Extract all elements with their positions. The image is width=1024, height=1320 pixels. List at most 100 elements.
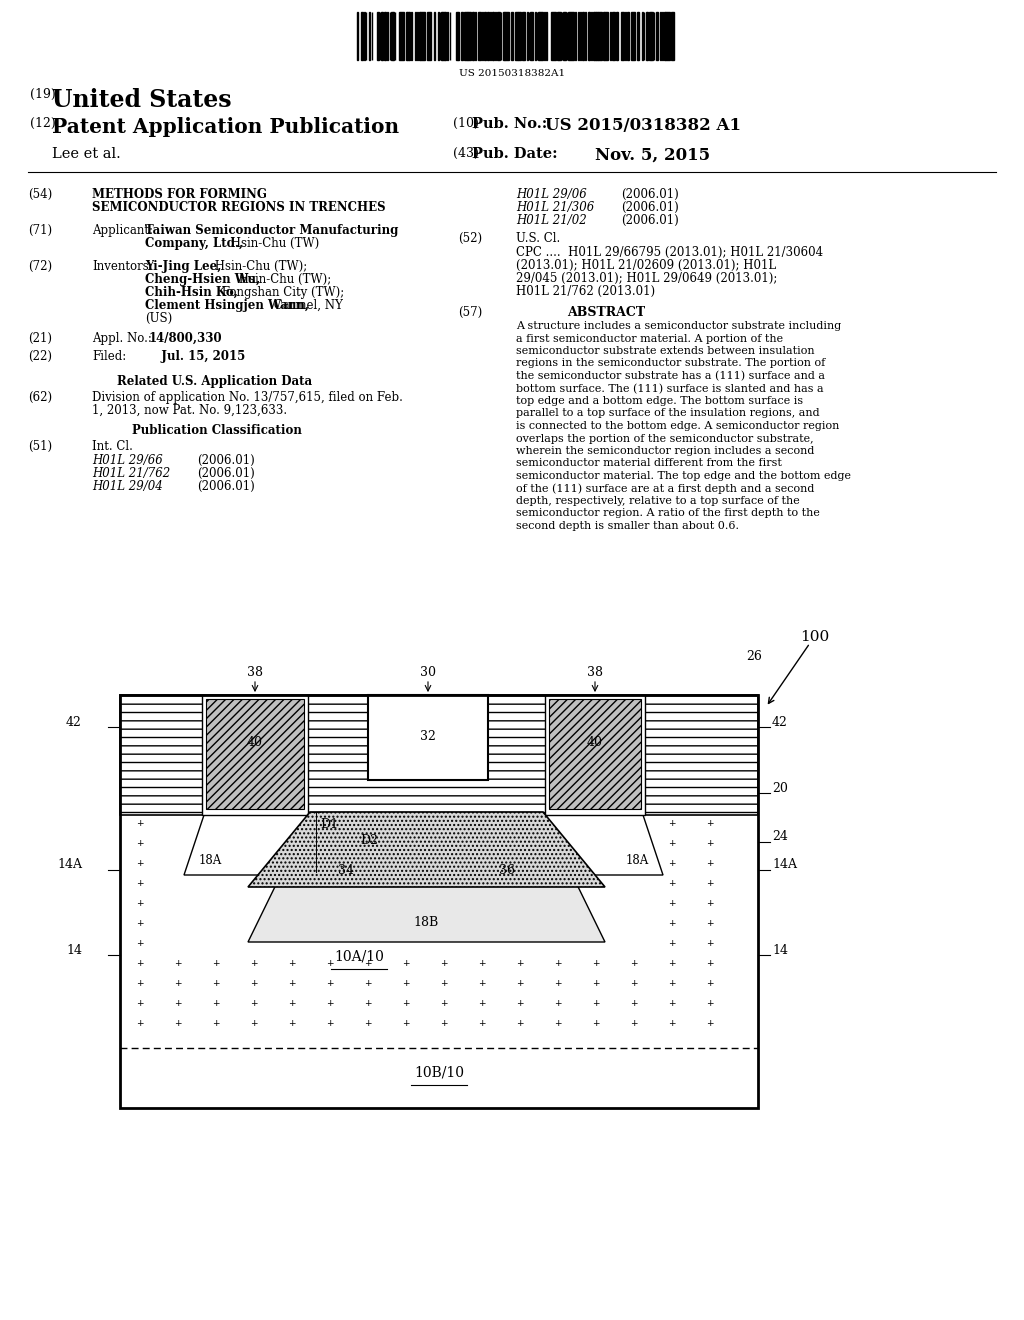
Text: (2006.01): (2006.01) xyxy=(621,187,679,201)
Text: +: + xyxy=(402,978,410,987)
Bar xyxy=(596,12,598,59)
Text: H01L 21/762: H01L 21/762 xyxy=(92,467,170,480)
Text: +: + xyxy=(630,958,638,968)
Text: +: + xyxy=(630,978,638,987)
Bar xyxy=(594,12,596,59)
Bar xyxy=(420,12,425,59)
Text: (2006.01): (2006.01) xyxy=(197,454,255,467)
Text: U.S. Cl.: U.S. Cl. xyxy=(516,232,560,246)
Text: A structure includes a semiconductor substrate including: A structure includes a semiconductor sub… xyxy=(516,321,842,331)
Bar xyxy=(659,12,662,59)
Text: H01L 29/04: H01L 29/04 xyxy=(92,480,163,492)
Text: 30: 30 xyxy=(420,667,436,680)
Text: a first semiconductor material. A portion of the: a first semiconductor material. A portio… xyxy=(516,334,783,343)
Bar xyxy=(651,12,653,59)
Text: depth, respectively, relative to a top surface of the: depth, respectively, relative to a top s… xyxy=(516,496,800,506)
Text: H01L 21/762 (2013.01): H01L 21/762 (2013.01) xyxy=(516,285,655,298)
Text: 18A: 18A xyxy=(199,854,221,866)
Text: +: + xyxy=(365,958,372,968)
Text: +: + xyxy=(402,1019,410,1027)
Text: +: + xyxy=(402,958,410,968)
Bar xyxy=(518,12,521,59)
Text: ABSTRACT: ABSTRACT xyxy=(567,306,645,319)
Text: +: + xyxy=(212,958,220,968)
Text: +: + xyxy=(554,958,562,968)
Text: +: + xyxy=(707,919,714,928)
Bar xyxy=(468,12,471,59)
Bar xyxy=(407,12,409,59)
Text: (10): (10) xyxy=(453,117,483,129)
Polygon shape xyxy=(248,814,605,942)
Text: +: + xyxy=(516,1019,523,1027)
Text: regions in the semiconductor substrate. The portion of: regions in the semiconductor substrate. … xyxy=(516,359,825,368)
Text: +: + xyxy=(669,899,676,908)
Text: 26: 26 xyxy=(746,651,762,664)
Text: (12): (12) xyxy=(30,117,59,129)
Text: +: + xyxy=(592,978,600,987)
Text: (2006.01): (2006.01) xyxy=(197,467,255,480)
Text: 14A: 14A xyxy=(772,858,797,871)
Text: (22): (22) xyxy=(28,350,52,363)
Text: 18B: 18B xyxy=(414,916,439,928)
Text: +: + xyxy=(288,998,296,1007)
Bar xyxy=(399,12,403,59)
Bar xyxy=(522,12,524,59)
Text: wherein the semiconductor region includes a second: wherein the semiconductor region include… xyxy=(516,446,814,455)
Text: +: + xyxy=(592,958,600,968)
Text: semiconductor material different from the first: semiconductor material different from th… xyxy=(516,458,782,469)
Text: 14: 14 xyxy=(66,944,82,957)
Bar xyxy=(544,12,545,59)
Text: top edge and a bottom edge. The bottom surface is: top edge and a bottom edge. The bottom s… xyxy=(516,396,803,407)
Text: Publication Classification: Publication Classification xyxy=(132,424,302,437)
Text: Taiwan Semiconductor Manufacturing: Taiwan Semiconductor Manufacturing xyxy=(145,224,398,238)
Text: +: + xyxy=(327,998,334,1007)
Text: +: + xyxy=(288,1019,296,1027)
Bar xyxy=(563,12,566,59)
Text: +: + xyxy=(327,978,334,987)
Text: +: + xyxy=(136,958,143,968)
Bar xyxy=(530,12,532,59)
Text: Applicant:: Applicant: xyxy=(92,224,153,238)
Text: (57): (57) xyxy=(458,306,482,319)
Text: (71): (71) xyxy=(28,224,52,238)
Bar xyxy=(612,12,614,59)
Text: 36: 36 xyxy=(499,863,515,876)
Text: Hsin-Chu (TW);: Hsin-Chu (TW); xyxy=(234,273,331,286)
Text: 42: 42 xyxy=(772,715,787,729)
Text: (72): (72) xyxy=(28,260,52,273)
Text: +: + xyxy=(365,1019,372,1027)
Text: 14: 14 xyxy=(772,944,788,957)
Bar xyxy=(593,12,594,59)
Text: +: + xyxy=(136,998,143,1007)
Bar xyxy=(202,696,308,814)
Bar xyxy=(647,12,648,59)
Text: Filed:: Filed: xyxy=(92,350,126,363)
Text: Chih-Hsin Ko,: Chih-Hsin Ko, xyxy=(145,286,238,300)
Text: D2: D2 xyxy=(360,833,378,846)
Text: 29/045 (2013.01); H01L 29/0649 (2013.01);: 29/045 (2013.01); H01L 29/0649 (2013.01)… xyxy=(516,272,777,285)
Text: 34: 34 xyxy=(338,863,354,876)
Text: +: + xyxy=(669,858,676,867)
Text: Appl. No.:: Appl. No.: xyxy=(92,333,152,345)
Text: +: + xyxy=(669,978,676,987)
Bar xyxy=(642,12,643,59)
Text: semiconductor region. A ratio of the first depth to the: semiconductor region. A ratio of the fir… xyxy=(516,508,820,519)
Bar xyxy=(539,12,544,59)
Text: 14A: 14A xyxy=(57,858,82,871)
Bar xyxy=(598,12,602,59)
Text: 32: 32 xyxy=(420,730,436,743)
Text: D1: D1 xyxy=(319,817,338,830)
Bar xyxy=(497,12,501,59)
Text: +: + xyxy=(174,1019,181,1027)
Text: +: + xyxy=(136,818,143,828)
Bar xyxy=(377,12,379,59)
Text: Pub. No.:: Pub. No.: xyxy=(472,117,547,131)
Text: +: + xyxy=(516,998,523,1007)
Text: +: + xyxy=(707,879,714,887)
Text: +: + xyxy=(669,838,676,847)
Bar xyxy=(632,12,635,59)
Text: Hsin-Chu (TW): Hsin-Chu (TW) xyxy=(227,238,319,249)
Text: +: + xyxy=(402,998,410,1007)
Text: Division of application No. 13/757,615, filed on Feb.: Division of application No. 13/757,615, … xyxy=(92,391,402,404)
Text: Inventors:: Inventors: xyxy=(92,260,153,273)
